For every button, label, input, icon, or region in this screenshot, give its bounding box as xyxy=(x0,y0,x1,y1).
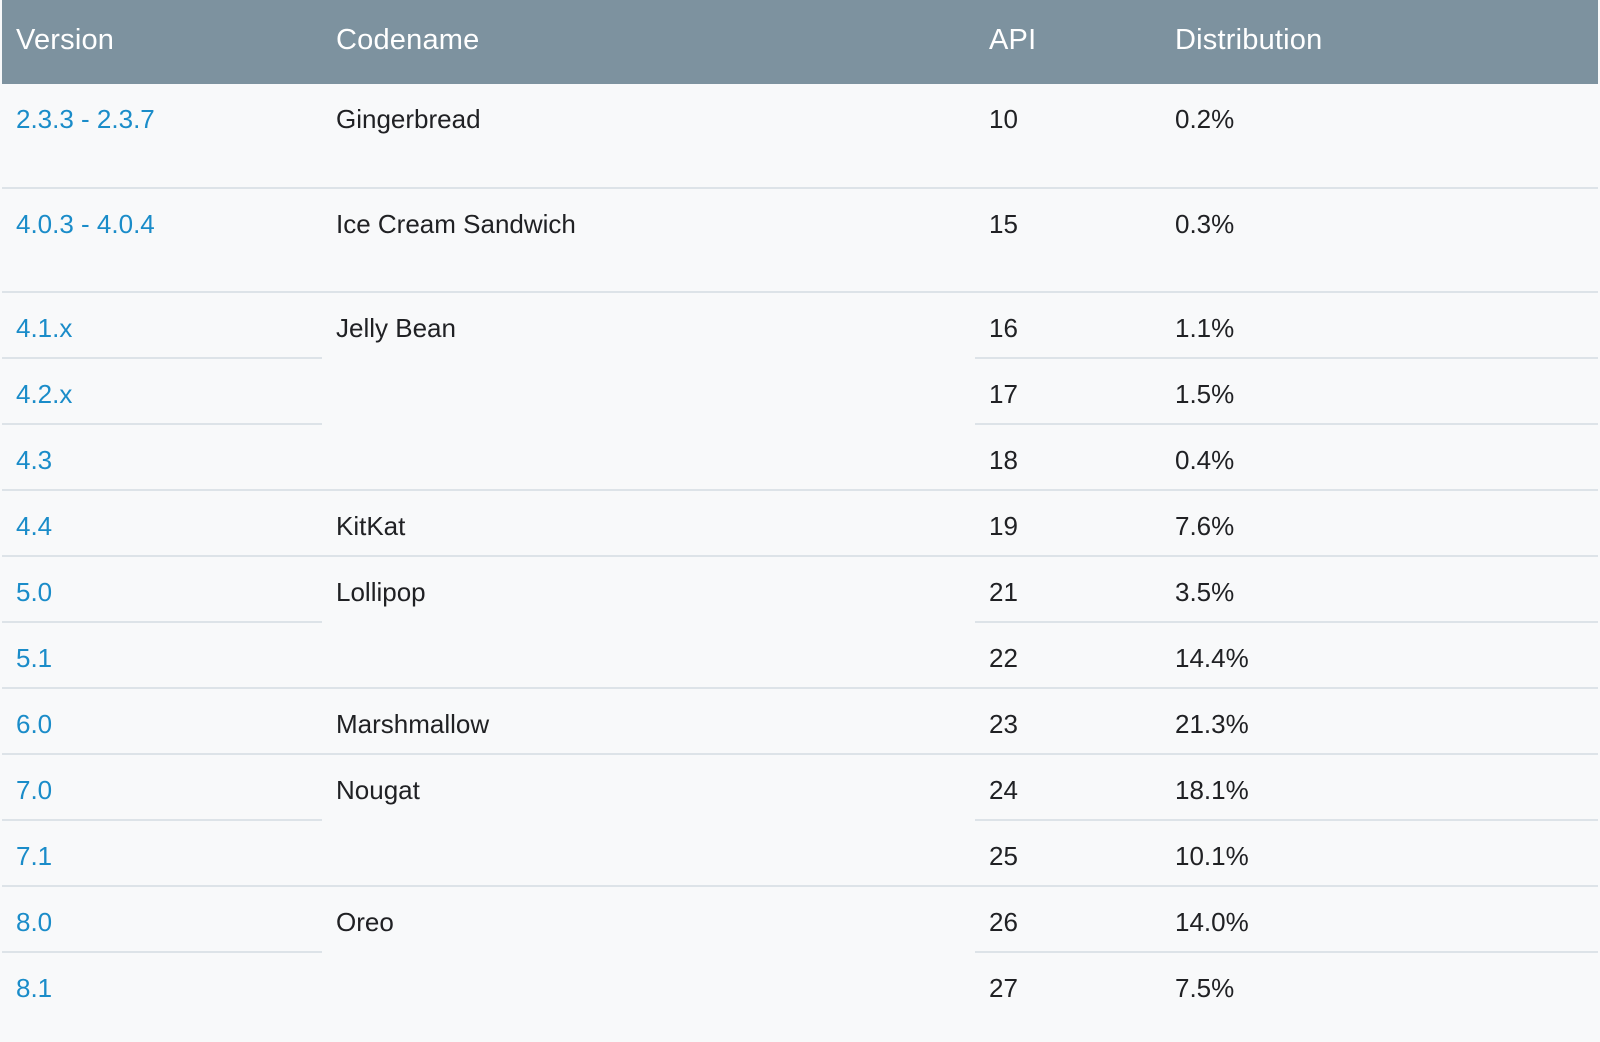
distribution-cell: 1.1% xyxy=(1161,291,1598,358)
distribution-cell: 18.1% xyxy=(1161,753,1598,820)
distribution-cell: 0.4% xyxy=(1161,423,1598,490)
header-codename: Codename xyxy=(336,23,480,56)
table-row: 7.1 25 10.1% xyxy=(2,819,1598,886)
table-row: 4.3 18 0.4% xyxy=(2,423,1598,490)
version-link[interactable]: 5.1 xyxy=(16,643,53,673)
api-cell: 18 xyxy=(975,423,1161,490)
distribution-cell: 0.3% xyxy=(1161,187,1598,292)
codename-cell: Oreo xyxy=(322,885,975,1018)
distribution-cell: 7.5% xyxy=(1161,951,1598,1018)
table-row: 5.1 22 14.4% xyxy=(2,621,1598,688)
table-header: Version Codename API Distribution xyxy=(2,0,1598,84)
api-cell: 21 xyxy=(975,555,1161,622)
distribution-cell: 14.4% xyxy=(1161,621,1598,688)
version-link[interactable]: 4.3 xyxy=(16,445,53,475)
version-cell: 4.0.3 - 4.0.4 xyxy=(2,187,322,292)
table-row: 8.0 Oreo 26 14.0% xyxy=(2,885,1598,1018)
version-link[interactable]: 8.1 xyxy=(16,973,53,1003)
version-cell: 4.2.x xyxy=(2,357,322,424)
distribution-cell: 1.5% xyxy=(1161,357,1598,424)
header-distribution: Distribution xyxy=(1175,23,1323,56)
table-row: 4.1.x Jelly Bean 16 1.1% xyxy=(2,291,1598,490)
version-cell: 5.1 xyxy=(2,621,322,688)
version-link[interactable]: 6.0 xyxy=(16,709,53,739)
table-row: 7.0 Nougat 24 18.1% xyxy=(2,753,1598,886)
version-cell: 4.1.x xyxy=(2,291,322,358)
distribution-cell: 14.0% xyxy=(1161,885,1598,952)
version-cell: 4.4 xyxy=(2,489,322,556)
distribution-cell: 7.6% xyxy=(1161,489,1598,556)
distribution-cell: 10.1% xyxy=(1161,819,1598,886)
distribution-cell: 21.3% xyxy=(1161,687,1598,754)
version-link[interactable]: 8.0 xyxy=(16,907,53,937)
version-link[interactable]: 7.0 xyxy=(16,775,53,805)
header-api: API xyxy=(989,23,1037,56)
codename-cell: Jelly Bean xyxy=(322,291,975,490)
table-row: 4.0.3 - 4.0.4 Ice Cream Sandwich 15 0.3% xyxy=(2,187,1598,292)
distribution-table: Version Codename API Distribution 2.3.3 … xyxy=(2,0,1598,1018)
version-cell: 8.0 xyxy=(2,885,322,952)
header-row: Version Codename API Distribution xyxy=(2,0,1598,84)
codename-cell: Gingerbread xyxy=(322,84,975,188)
version-cell: 7.0 xyxy=(2,753,322,820)
version-cell: 8.1 xyxy=(2,951,322,1018)
codename-cell: Lollipop xyxy=(322,555,975,688)
distribution-cell: 0.2% xyxy=(1161,84,1598,188)
codename-cell: Nougat xyxy=(322,753,975,886)
api-cell: 26 xyxy=(975,885,1161,952)
table-row: 2.3.3 - 2.3.7 Gingerbread 10 0.2% xyxy=(2,84,1598,188)
codename-cell: Ice Cream Sandwich xyxy=(322,187,975,292)
version-link[interactable]: 2.3.3 - 2.3.7 xyxy=(16,104,155,134)
api-cell: 22 xyxy=(975,621,1161,688)
table-row: 6.0 Marshmallow 23 21.3% xyxy=(2,687,1598,754)
version-link[interactable]: 4.4 xyxy=(16,511,53,541)
version-link[interactable]: 4.2.x xyxy=(16,379,73,409)
api-cell: 25 xyxy=(975,819,1161,886)
table-row: 4.4 KitKat 19 7.6% xyxy=(2,489,1598,556)
version-link[interactable]: 4.1.x xyxy=(16,313,73,343)
api-cell: 24 xyxy=(975,753,1161,820)
table-row: 8.1 27 7.5% xyxy=(2,951,1598,1018)
codename-cell: KitKat xyxy=(322,489,975,556)
api-cell: 17 xyxy=(975,357,1161,424)
table-row: 5.0 Lollipop 21 3.5% xyxy=(2,555,1598,688)
version-link[interactable]: 5.0 xyxy=(16,577,53,607)
version-cell: 4.3 xyxy=(2,423,322,490)
version-cell: 7.1 xyxy=(2,819,322,886)
version-cell: 5.0 xyxy=(2,555,322,622)
api-cell: 19 xyxy=(975,489,1161,556)
codename-cell: Marshmallow xyxy=(322,687,975,754)
api-cell: 15 xyxy=(975,187,1161,292)
api-cell: 16 xyxy=(975,291,1161,358)
table-body: 2.3.3 - 2.3.7 Gingerbread 10 0.2% 4.0.3 … xyxy=(2,84,1598,1018)
api-cell: 23 xyxy=(975,687,1161,754)
table-row: 4.2.x 17 1.5% xyxy=(2,357,1598,424)
api-cell: 10 xyxy=(975,84,1161,188)
version-cell: 6.0 xyxy=(2,687,322,754)
version-link[interactable]: 7.1 xyxy=(16,841,53,871)
distribution-cell: 3.5% xyxy=(1161,555,1598,622)
api-cell: 27 xyxy=(975,951,1161,1018)
version-link[interactable]: 4.0.3 - 4.0.4 xyxy=(16,209,155,239)
version-cell: 2.3.3 - 2.3.7 xyxy=(2,84,322,188)
header-version: Version xyxy=(16,23,115,56)
